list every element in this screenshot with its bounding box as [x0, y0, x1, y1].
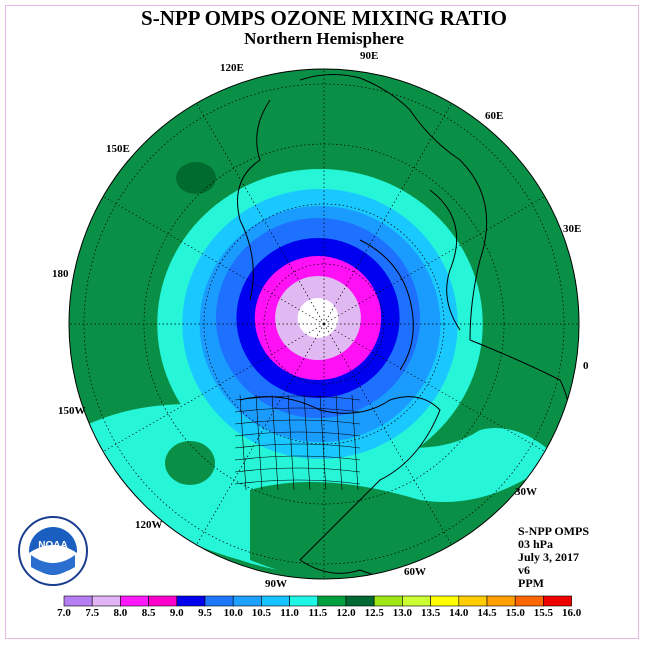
meridian-line: [102, 323, 325, 452]
state-border: [287, 394, 295, 491]
colorbar-swatch: [120, 595, 149, 607]
colorbar-swatch: [514, 595, 544, 607]
colorbar-tick-label: 14.5: [477, 607, 497, 619]
state-border: [239, 394, 247, 491]
map-title: S-NPP OMPS OZONE MIXING RATIO: [141, 6, 507, 30]
coastline-3: [237, 99, 271, 301]
colorbar-tick-label: 12.0: [336, 607, 356, 619]
coastline-0: [299, 74, 488, 341]
colorbar-swatch: [317, 595, 347, 607]
state-border: [303, 394, 311, 491]
state-border: [234, 479, 361, 485]
coastline-4: [359, 239, 414, 371]
state-border: [234, 407, 361, 413]
colorbar-swatch: [402, 595, 431, 607]
ozone-patch-dark-north: [176, 162, 216, 194]
info-version: v6: [518, 563, 530, 577]
longitude-label: 0: [583, 360, 589, 372]
colorbar-tick-label: 14.0: [449, 607, 469, 619]
state-border: [335, 394, 343, 491]
colorbar-tick-label: 12.5: [364, 607, 384, 619]
map-border: [68, 68, 580, 580]
state-border: [234, 455, 361, 461]
state-border: [255, 394, 263, 491]
colorbar-swatch: [91, 595, 121, 607]
colorbar-swatch: [430, 595, 460, 607]
state-border: [234, 419, 361, 425]
ozone-band-white: [297, 298, 339, 338]
colorbar-tick-label: 13.5: [420, 607, 441, 619]
coastline-2: [239, 396, 441, 561]
colorbar-swatch: [204, 595, 234, 607]
info-units: PPM: [518, 576, 544, 590]
colorbar-swatch: [176, 595, 206, 607]
meridian-line: [323, 102, 452, 325]
longitude-label: 90W: [265, 578, 287, 590]
colorbar-tick-label: 7.0: [57, 607, 71, 619]
state-border: [271, 394, 279, 491]
longitude-label: 30E: [563, 223, 582, 235]
colorbar-swatch: [543, 595, 572, 607]
meridian-line: [323, 323, 546, 452]
colorbar-tick-label: 11.0: [280, 607, 299, 619]
info-instrument: S-NPP OMPS: [518, 524, 589, 538]
colorbar-swatch: [289, 595, 319, 607]
colorbar-tick-label: 9.5: [198, 607, 212, 619]
coastline-6: [299, 559, 421, 579]
map-subtitle: Northern Hemisphere: [244, 29, 404, 48]
state-border: [234, 431, 361, 437]
colorbar-swatch: [373, 595, 403, 607]
meridian-line: [323, 196, 546, 325]
meridian-line: [196, 323, 325, 546]
longitude-label: 30W: [515, 486, 537, 498]
colorbar-swatch: [232, 595, 262, 607]
colorbar-tick-label: 16.0: [561, 607, 582, 619]
colorbar-swatch: [458, 595, 488, 607]
colorbar-tick-label: 10.5: [251, 607, 272, 619]
colorbar-swatch: [345, 595, 375, 607]
longitude-label: 120E: [220, 62, 244, 74]
info-date: July 3, 2017: [518, 550, 580, 564]
longitude-label: 150W: [58, 405, 86, 417]
colorbar-swatch: [63, 595, 93, 607]
state-border: [351, 394, 359, 491]
longitude-label: 90E: [360, 50, 379, 62]
state-border: [234, 395, 361, 401]
state-border: [234, 467, 361, 473]
colorbar-tick-label: 8.0: [113, 607, 128, 619]
colorbar-swatch: [486, 595, 516, 607]
colorbar-tick-label: 13.0: [392, 607, 413, 619]
colorbar-tick-label: 11.5: [308, 607, 328, 619]
longitude-label: 180: [52, 268, 69, 280]
figure-frame: [5, 5, 639, 639]
longitude-label: 60W: [404, 566, 426, 578]
colorbar-tick-label: 15.0: [505, 607, 525, 619]
colorbar-tick-label: 9.0: [169, 607, 184, 619]
meridian-line: [323, 323, 452, 546]
ozone-patch-green-south: [165, 441, 215, 485]
colorbar-tick-label: 15.5: [533, 607, 554, 619]
longitude-label: 150E: [106, 143, 130, 155]
svg-text:NOAA: NOAA: [38, 540, 67, 551]
meridian-line: [196, 102, 325, 325]
longitude-label: 60E: [485, 110, 504, 122]
coastline-1: [429, 189, 461, 331]
colorbar-tick-label: 8.5: [141, 607, 156, 619]
state-border: [319, 394, 327, 491]
meridian-line: [102, 196, 325, 325]
colorbar-swatch: [261, 595, 290, 607]
colorbar-swatch: [148, 595, 178, 607]
noaa-logo-icon: NOAA: [18, 516, 88, 586]
longitude-label: 120W: [135, 519, 163, 531]
colorbar-tick-label: 10.0: [223, 607, 243, 619]
info-level: 03 hPa: [518, 537, 554, 551]
state-border: [234, 443, 361, 449]
colorbar-tick-label: 7.5: [85, 607, 100, 619]
